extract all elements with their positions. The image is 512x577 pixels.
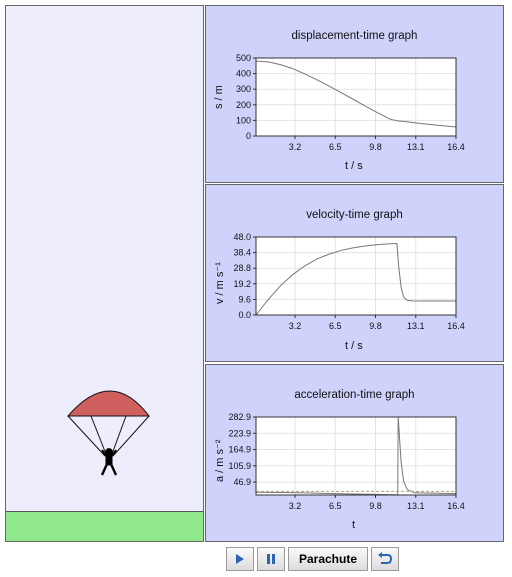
acceleration-x-tick-label: 9.8 — [369, 501, 382, 511]
velocity-graph-panel: velocity-time graph 3.2 6.5 9.8 13.1 16.4 0.0… — [205, 184, 504, 362]
parachutist-figure — [66, 390, 151, 476]
pause-icon — [267, 554, 275, 564]
reset-button[interactable] — [371, 547, 399, 571]
velocity-y-tick-label: 0.0 — [238, 310, 251, 320]
displacement-y-tick-label: 100 — [236, 115, 251, 125]
velocity-y-tick-label: 28.8 — [233, 263, 251, 273]
displacement-y-tick-label: 300 — [236, 84, 251, 94]
velocity-plot-border — [255, 236, 457, 316]
velocity-time-plot: 3.2 6.5 9.8 13.1 16.4 0.0 9.6 19.2 28.8 38.4 48.0 — [233, 232, 465, 331]
acceleration-y-tick-label: 46.9 — [233, 477, 251, 487]
velocity-graph-title: velocity-time graph — [306, 209, 403, 221]
displacement-y-tick-label: 400 — [236, 69, 251, 79]
pause-button[interactable] — [257, 547, 285, 571]
acceleration-y-label: a / m s⁻² — [214, 439, 226, 482]
displacement-graph-title: displacement-time graph — [291, 30, 418, 42]
displacement-x-tick-label: 6.5 — [329, 142, 342, 152]
ground — [6, 511, 203, 541]
acceleration-y-tick-label: 282.9 — [228, 412, 251, 422]
acceleration-x-tick-label: 3.2 — [289, 501, 302, 511]
acceleration-x-tick-label: 13.1 — [407, 501, 425, 511]
displacement-series-line — [255, 60, 457, 128]
displacement-y-tick-label: 200 — [236, 100, 251, 110]
velocity-y-tick-label: 19.2 — [233, 279, 251, 289]
displacement-plot-area — [255, 57, 457, 137]
acceleration-plot-area — [255, 416, 457, 496]
acceleration-x-tick-label: 6.5 — [329, 501, 342, 511]
acceleration-y-tick-label: 223.9 — [228, 428, 251, 438]
skydiver — [100, 448, 118, 476]
velocity-x-tick-label: 16.4 — [447, 321, 465, 331]
velocity-x-label: t / s — [345, 340, 363, 352]
velocity-x-tick-label: 6.5 — [329, 321, 342, 331]
acceleration-y-tick-label: 164.9 — [228, 445, 251, 455]
acceleration-x-label: t — [352, 519, 356, 531]
displacement-plot-border — [255, 57, 457, 137]
acceleration-y-tick-label: 105.9 — [228, 461, 251, 471]
acceleration-time-plot: 3.2 6.5 9.8 13.1 16.4 46.9 105.9 164.9 223.9 282.… — [228, 412, 465, 511]
velocity-y-label: v / m s⁻¹ — [214, 262, 226, 304]
reset-icon — [378, 552, 393, 564]
control-bar: Parachute — [226, 547, 399, 571]
velocity-y-tick-label: 48.0 — [233, 232, 251, 242]
simulation-area — [5, 5, 204, 542]
acceleration-plot-border — [255, 416, 457, 496]
velocity-plot-area — [255, 236, 457, 316]
play-icon — [236, 554, 244, 564]
displacement-x-tick-label: 13.1 — [407, 142, 425, 152]
acceleration-graph-title: acceleration-time graph — [294, 389, 415, 401]
displacement-y-tick-label: 0 — [246, 131, 251, 141]
parachute-canopy — [66, 390, 151, 417]
play-button[interactable] — [226, 547, 254, 571]
velocity-x-tick-label: 13.1 — [407, 321, 425, 331]
acceleration-graph-panel: acceleration-time graph 3.2 6.5 9.8 13.1 16.… — [205, 364, 504, 542]
parachute-button[interactable]: Parachute — [288, 547, 368, 571]
velocity-x-tick-label: 3.2 — [289, 321, 302, 331]
displacement-graph-panel: displacement-time graph 3.2 6.5 9.8 13.1 16.… — [205, 5, 504, 183]
velocity-y-tick-label: 38.4 — [233, 248, 251, 258]
displacement-y-tick-label: 500 — [236, 53, 251, 63]
velocity-x-tick-label: 9.8 — [369, 321, 382, 331]
displacement-x-tick-label: 3.2 — [289, 142, 302, 152]
displacement-y-label: s / m — [213, 85, 225, 109]
velocity-y-tick-label: 9.6 — [238, 294, 251, 304]
displacement-x-label: t / s — [345, 160, 363, 172]
velocity-series-line — [255, 242, 456, 316]
acceleration-x-tick-label: 16.4 — [447, 501, 465, 511]
displacement-x-tick-label: 9.8 — [369, 142, 382, 152]
displacement-x-tick-label: 16.4 — [447, 142, 465, 152]
displacement-time-plot: 3.2 6.5 9.8 13.1 16.4 0 100 200 300 400 500 — [236, 53, 465, 152]
